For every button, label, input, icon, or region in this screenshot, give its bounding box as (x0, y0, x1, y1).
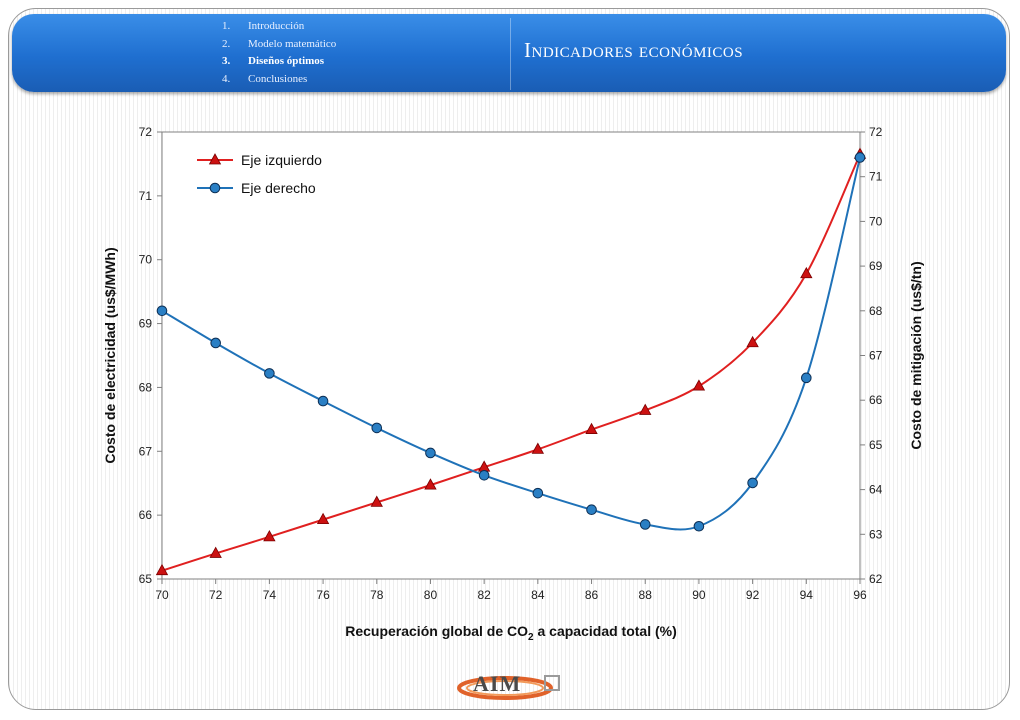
y-left-tick-label: 69 (139, 317, 153, 331)
data-point-circle (478, 469, 490, 481)
nav-item-number: 4. (222, 72, 231, 85)
y-left-tick-label: 72 (139, 125, 153, 139)
y-right-tick-label: 69 (869, 259, 883, 273)
y-right-tick-label: 71 (869, 170, 883, 184)
y-right-tick-label: 67 (869, 349, 883, 363)
y-right-tick-label: 68 (869, 304, 883, 318)
nav-item-label: Modelo matemático (248, 37, 337, 50)
aim-logo: AIM (455, 668, 565, 702)
legend-label: Eje derecho (241, 180, 316, 196)
data-point-triangle (424, 478, 437, 490)
dual-axis-line-chart: 70 72 74 76 78 80 82 84 86 88 90 92 94 96 65 66 67 68 69 70… (102, 125, 924, 643)
data-point-circle (801, 372, 812, 384)
nav-item-number: 2. (222, 37, 231, 50)
data-point-circle (425, 447, 436, 459)
data-point-triangle (585, 422, 598, 434)
y-left-tick-label: 66 (139, 508, 153, 522)
section-nav: 1. Introducción 2. Modelo matemático 3. … (222, 18, 336, 88)
data-point-circle (854, 152, 866, 163)
data-point-circle (693, 520, 705, 532)
y-right-axis-title: Costo de mitigación (us$/tn) (908, 261, 924, 449)
data-point-triangle (316, 512, 330, 525)
nav-item-number: 3. (222, 55, 231, 67)
y-left-tick-label: 71 (139, 189, 153, 203)
logo-swoosh-icon (457, 675, 560, 700)
nav-item-modelo-matematico[interactable]: 2. Modelo matemático (222, 36, 336, 54)
x-tick-label: 90 (692, 588, 706, 602)
nav-item-conclusiones[interactable]: 4. Conclusiones (222, 71, 336, 89)
x-tick-label: 74 (263, 588, 277, 602)
data-point-circle (747, 477, 758, 489)
plot-area (161, 131, 861, 580)
y-left-tick-label: 68 (139, 380, 153, 394)
y-right-tick-label: 70 (869, 214, 883, 228)
data-point-triangle (370, 495, 383, 507)
data-point-circle (156, 305, 168, 317)
data-point-circle (317, 395, 329, 407)
x-tick-label: 76 (316, 588, 330, 602)
data-point-triangle (155, 563, 169, 576)
data-point-circle (639, 519, 651, 530)
x-tick-label: 72 (209, 588, 223, 602)
x-tick-label: 88 (639, 588, 653, 602)
x-tick-label: 86 (585, 588, 599, 602)
y-left-tick-label: 65 (139, 572, 153, 586)
nav-item-label: Diseños óptimos (248, 55, 325, 67)
y-left-tick-label: 70 (139, 253, 153, 267)
data-point-triangle (263, 530, 276, 542)
x-axis-title: Recuperación global de CO2 a capacidad t… (345, 623, 677, 643)
nav-item-label: Introducción (248, 20, 305, 32)
data-point-circle (586, 504, 597, 516)
x-tick-label: 92 (746, 588, 760, 602)
data-point-triangle (531, 442, 545, 454)
header-divider (510, 18, 511, 90)
y-right-tick-label: 72 (869, 125, 883, 139)
data-point-circle (264, 368, 275, 379)
nav-item-label: Conclusiones (248, 72, 308, 85)
y-right-tick-label: 66 (869, 393, 883, 407)
data-point-triangle (209, 546, 222, 558)
data-point-triangle (800, 266, 813, 279)
data-point-circle (371, 422, 383, 434)
y-right-tick-label: 64 (869, 483, 883, 497)
nav-item-number: 1. (222, 20, 231, 32)
x-tick-label: 96 (853, 588, 867, 602)
y-left-tick-label: 67 (139, 444, 153, 458)
y-right-tick-label: 63 (869, 527, 883, 541)
x-tick-label: 80 (424, 588, 438, 602)
legend-label: Eje izquierdo (241, 152, 322, 168)
y-right-tick-label: 65 (869, 438, 883, 452)
data-point-circle (532, 487, 544, 499)
nav-item-introduccion[interactable]: 1. Introducción (222, 18, 336, 36)
logo-text: AIM (473, 671, 522, 696)
y-right-tick-label: 62 (869, 572, 883, 586)
x-tick-label: 94 (800, 588, 814, 602)
chart-area: 70 72 74 76 78 80 82 84 86 88 90 92 94 96 65 66 67 68 69 70… (95, 115, 935, 655)
x-tick-label: 82 (477, 588, 491, 602)
data-point-triangle (639, 403, 652, 415)
data-point-triangle (692, 379, 706, 391)
slide-title: Indicadores económicos (524, 38, 744, 62)
x-tick-label: 70 (155, 588, 169, 602)
x-tick-label: 84 (531, 588, 545, 602)
legend-marker-triangle (208, 153, 222, 165)
data-point-triangle (746, 335, 759, 348)
header-bar (12, 14, 1006, 92)
x-tick-label: 78 (370, 588, 384, 602)
y-left-axis-title: Costo de electricidad (us$/MWh) (102, 247, 118, 463)
data-point-circle (210, 337, 221, 349)
nav-item-disenos-optimos[interactable]: 3. Diseños óptimos (222, 53, 336, 71)
legend-marker-circle (209, 182, 221, 194)
